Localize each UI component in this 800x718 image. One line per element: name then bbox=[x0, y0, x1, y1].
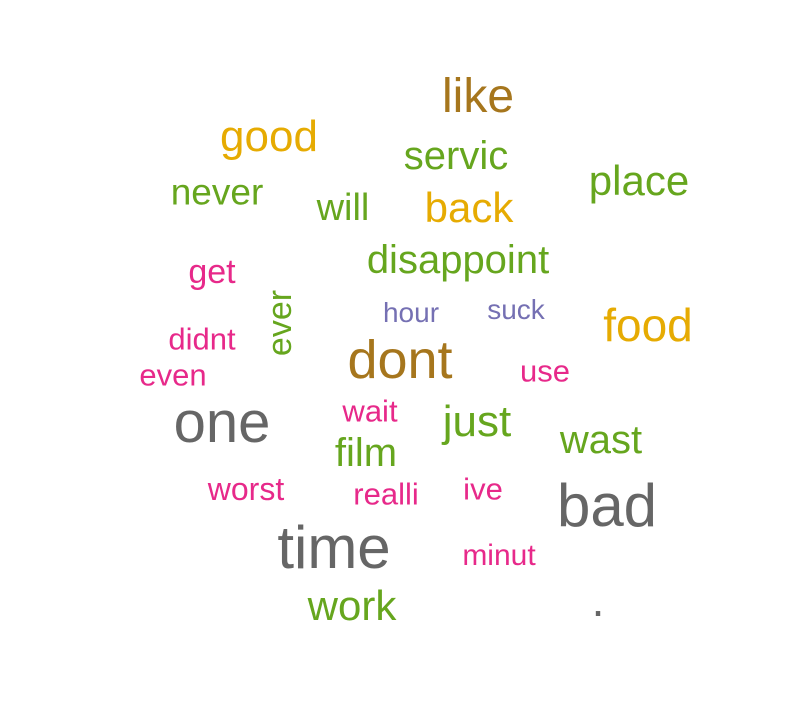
word-one: one bbox=[173, 390, 271, 455]
word-hour: hour bbox=[382, 297, 440, 328]
word-will: will bbox=[316, 187, 370, 229]
word-time: time bbox=[277, 514, 391, 581]
word-film: film bbox=[334, 431, 398, 475]
word-food: food bbox=[603, 299, 693, 351]
word-get: get bbox=[188, 253, 236, 291]
word-servic: servic bbox=[403, 134, 509, 178]
word-bad: bad bbox=[556, 472, 658, 539]
word-just: just bbox=[442, 397, 512, 446]
word-ive: ive bbox=[463, 471, 503, 507]
word-disappoint: disappoint bbox=[366, 238, 550, 282]
word-use: use bbox=[520, 353, 570, 389]
word-dot: . bbox=[591, 574, 605, 626]
word-like: like bbox=[441, 70, 515, 123]
word-dont: dont bbox=[347, 330, 453, 390]
word-realli: realli bbox=[353, 476, 419, 512]
word-worst: worst bbox=[207, 471, 285, 507]
word-minut: minut bbox=[462, 539, 536, 572]
word-didnt: didnt bbox=[168, 321, 236, 357]
word-even: even bbox=[139, 357, 207, 393]
word-ever: ever bbox=[261, 289, 299, 357]
word-good: good bbox=[220, 112, 318, 161]
word-wait: wait bbox=[342, 393, 398, 429]
word-place: place bbox=[588, 157, 690, 204]
word-back: back bbox=[424, 184, 514, 231]
word-work: work bbox=[307, 582, 397, 629]
word-suck: suck bbox=[487, 294, 545, 325]
word-wast: wast bbox=[559, 418, 643, 462]
word-never: never bbox=[170, 171, 264, 213]
